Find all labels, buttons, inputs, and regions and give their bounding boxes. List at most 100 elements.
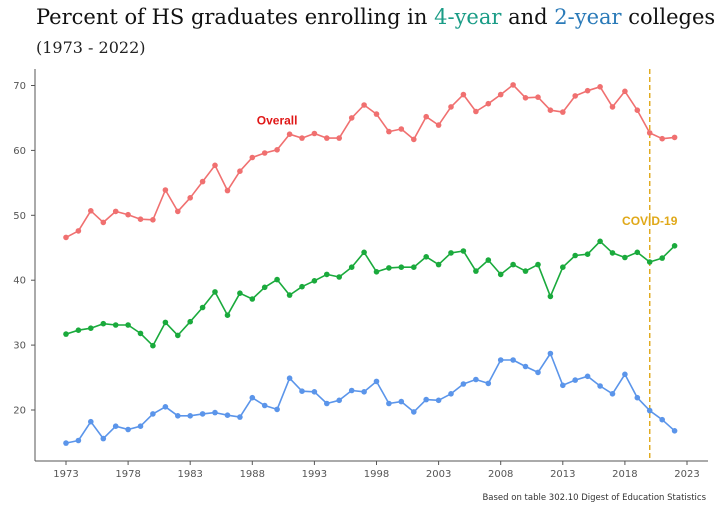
data-point-overall <box>373 111 380 117</box>
data-point-four_year <box>88 325 94 332</box>
data-point-four_year <box>659 255 665 261</box>
y-tick-label: 70 <box>13 81 26 92</box>
data-point-two_year <box>274 406 280 413</box>
data-point-four_year <box>572 252 578 259</box>
series-line-four_year <box>65 240 676 347</box>
data-point-four_year <box>634 249 641 256</box>
data-point-overall <box>448 104 454 110</box>
x-tick-label: 1988 <box>240 469 265 480</box>
data-point-two_year <box>212 409 218 416</box>
data-point-two_year <box>88 418 94 425</box>
data-point-four_year <box>63 331 69 337</box>
data-point-two_year <box>112 423 119 430</box>
data-point-two_year <box>162 404 169 410</box>
data-point-overall <box>497 91 504 98</box>
data-point-overall <box>597 84 603 90</box>
data-point-two_year <box>597 383 603 389</box>
title-two-year: 2-year <box>554 5 622 29</box>
data-point-two_year <box>671 428 678 434</box>
data-point-four_year <box>150 342 156 349</box>
y-tick-label: 30 <box>13 341 26 352</box>
series-line-overall <box>65 84 675 239</box>
data-point-two_year <box>237 414 243 420</box>
data-point-two_year <box>510 357 516 363</box>
data-point-overall <box>535 94 541 100</box>
data-point-four_year <box>435 261 442 268</box>
data-point-four_year <box>224 312 231 319</box>
data-point-overall <box>249 154 256 161</box>
data-point-two_year <box>535 369 541 376</box>
data-point-four_year <box>100 320 107 327</box>
data-point-overall <box>150 217 156 223</box>
data-point-four_year <box>547 293 554 300</box>
data-point-overall <box>274 147 280 153</box>
data-point-two_year <box>361 389 367 395</box>
data-point-overall <box>63 234 69 241</box>
x-tick-label: 2023 <box>674 469 699 480</box>
x-tick-label: 1998 <box>364 469 389 480</box>
data-point-two_year <box>435 397 442 404</box>
y-tick-label: 40 <box>13 276 26 287</box>
data-point-four_year <box>125 322 131 328</box>
data-point-four_year <box>311 278 318 284</box>
data-point-two_year <box>460 381 467 387</box>
x-tick-label: 1978 <box>115 469 140 480</box>
data-point-two_year <box>373 378 380 385</box>
data-point-two_year <box>175 413 181 419</box>
data-point-overall <box>522 95 529 101</box>
data-point-four_year <box>373 269 380 275</box>
data-point-four_year <box>473 268 479 274</box>
series-line-two_year <box>65 352 676 444</box>
data-point-two_year <box>75 437 82 444</box>
data-point-two_year <box>224 412 231 419</box>
data-point-overall <box>485 100 492 107</box>
data-point-overall <box>547 107 554 113</box>
data-point-four_year <box>609 250 616 256</box>
annotations: Overall COVID-19 <box>257 113 678 228</box>
source-note: Based on table 302.10 Digest of Educatio… <box>482 493 706 503</box>
data-point-four_year <box>535 261 541 268</box>
data-point-overall <box>510 82 516 88</box>
data-point-overall <box>659 135 665 142</box>
y-axis-ticks: 20 30 40 50 60 70 <box>13 81 35 417</box>
data-point-two_year <box>261 402 268 409</box>
x-tick-label: 2018 <box>612 469 637 480</box>
data-point-four_year <box>497 271 504 278</box>
data-point-two_year <box>199 411 206 417</box>
data-point-four_year <box>671 243 678 249</box>
data-point-overall <box>237 168 243 174</box>
data-point-four_year <box>584 251 591 257</box>
data-point-overall <box>411 136 417 143</box>
data-point-overall <box>187 195 193 201</box>
data-point-four_year <box>336 274 343 280</box>
data-point-overall <box>423 113 430 120</box>
data-point-two_year <box>125 426 131 433</box>
data-point-two_year <box>324 400 330 407</box>
annotation-label: COVID-19 <box>622 214 678 228</box>
data-point-four_year <box>485 257 492 263</box>
data-point-four_year <box>212 289 218 295</box>
data-point-four_year <box>75 327 82 334</box>
y-tick-label: 60 <box>13 146 26 157</box>
data-point-overall <box>162 187 169 193</box>
data-point-overall <box>212 162 218 169</box>
title-prefix: Percent of HS graduates enrolling in <box>36 5 434 29</box>
data-point-two_year <box>659 416 665 423</box>
data-point-overall <box>386 128 392 135</box>
data-point-overall <box>572 93 578 99</box>
data-point-two_year <box>249 394 256 401</box>
data-point-two_year <box>497 357 504 363</box>
data-point-four_year <box>448 250 454 256</box>
x-tick-label: 2008 <box>488 469 513 480</box>
x-tick-label: 1993 <box>302 469 327 480</box>
data-point-four_year <box>622 254 628 261</box>
data-point-two_year <box>622 371 628 378</box>
data-point-four_year <box>249 296 256 302</box>
title-suffix: colleges <box>622 5 716 29</box>
data-point-overall <box>261 150 268 156</box>
data-point-four_year <box>510 261 516 268</box>
data-point-overall <box>75 228 82 234</box>
data-point-two_year <box>572 377 578 383</box>
data-point-two_year <box>386 400 392 407</box>
data-point-two_year <box>547 350 554 357</box>
